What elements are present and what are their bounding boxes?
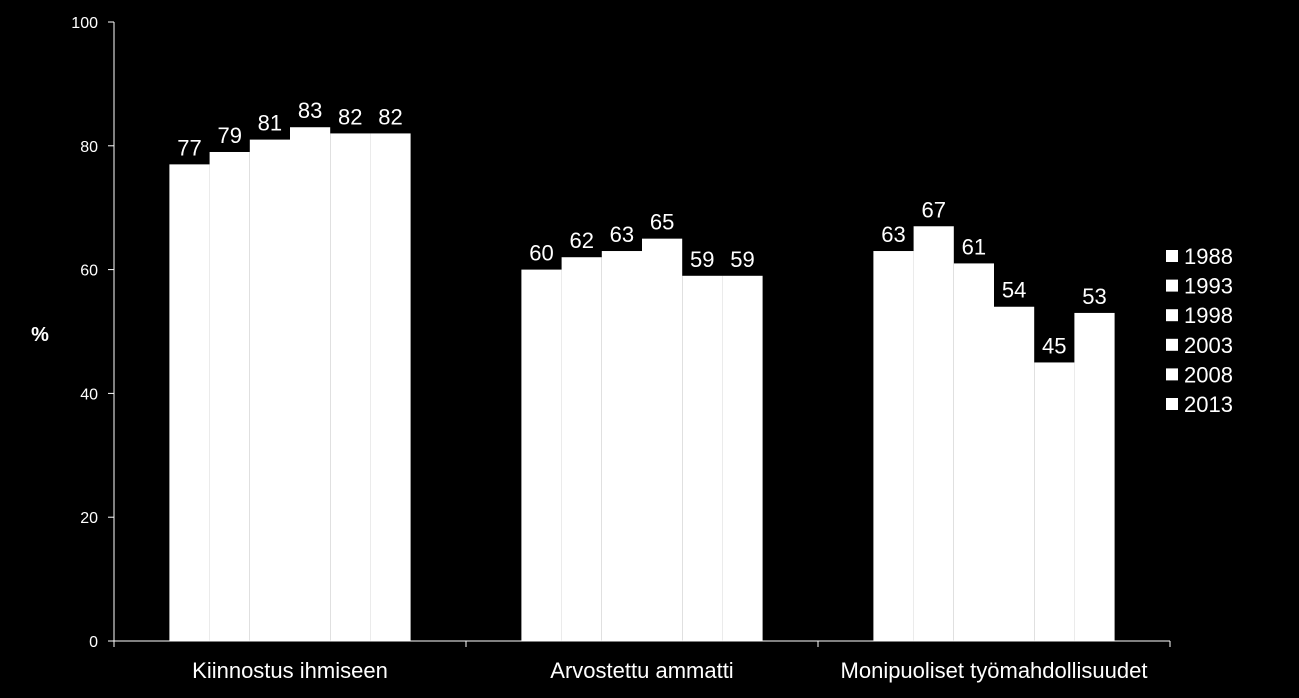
y-tick-label: 0 [89, 634, 98, 651]
data-label-1993-3: 67 [921, 197, 945, 222]
data-label-2003-2: 65 [650, 210, 674, 235]
bar-2013-3 [1074, 312, 1115, 641]
legend-swatch-2003 [1166, 338, 1178, 351]
bar-2003-2 [642, 238, 683, 641]
y-axis-label: % [31, 324, 49, 346]
bar-1998-2 [601, 251, 642, 641]
data-label-2013-1: 82 [378, 104, 402, 129]
x-tick-label-1: Kiinnostus ihmiseen [192, 658, 388, 683]
legend-label-2008: 2008 [1184, 362, 1233, 387]
bar-1988-2 [521, 269, 562, 641]
axes-layer [113, 22, 1170, 642]
bar-2008-2 [682, 275, 723, 641]
bar-1998-3 [953, 263, 994, 641]
data-label-1988-1: 77 [177, 135, 201, 160]
y-ticks-layer: 0 20 40 60 80 100 [71, 15, 114, 651]
data-label-2003-1: 83 [298, 98, 322, 123]
y-tick-label: 20 [80, 510, 98, 527]
data-label-1988-3: 63 [881, 222, 905, 247]
y-tick-label: 60 [80, 263, 98, 280]
data-label-2008-2: 59 [690, 247, 714, 272]
legend-label-1998: 1998 [1184, 303, 1233, 328]
legend-swatch-1993 [1166, 279, 1178, 292]
bar-2003-1 [290, 127, 331, 642]
data-label-1993-2: 62 [569, 228, 593, 253]
bar-2008-1 [330, 133, 371, 642]
bar-2003-3 [994, 306, 1035, 641]
legend-swatch-1988 [1166, 250, 1178, 262]
bar-2008-3 [1034, 362, 1075, 641]
legend-swatch-2013 [1166, 398, 1178, 410]
data-label-1998-3: 61 [962, 234, 986, 259]
data-labels-layer: 77 79 81 83 82 82 60 62 63 65 59 59 63 67 61 54 45 53 [177, 98, 1106, 358]
data-label-2003-3: 54 [1002, 278, 1026, 303]
y-tick-label: 100 [71, 15, 98, 32]
legend-label-1993: 1993 [1184, 274, 1233, 299]
bar-2013-1 [370, 133, 411, 642]
legend-label-1988: 1988 [1184, 244, 1233, 269]
x-tick-label-3: Monipuoliset työmahdollisuudet [841, 658, 1148, 683]
bar-1988-3 [873, 251, 914, 641]
y-tick-label: 80 [80, 139, 98, 156]
data-label-2013-3: 53 [1082, 284, 1106, 309]
legend-swatch-2008 [1166, 368, 1178, 381]
bar-1988-1 [169, 164, 210, 641]
data-label-1998-1: 81 [258, 111, 282, 136]
bar-1993-2 [561, 257, 602, 641]
legend: 1988 1993 1998 2003 2008 2013 [1166, 244, 1233, 417]
x-ticks-layer: Kiinnostus ihmiseen Arvostettu ammatti Mon… [113, 641, 1171, 683]
data-label-1988-2: 60 [529, 241, 553, 266]
data-label-1998-2: 63 [610, 222, 634, 247]
data-label-1993-1: 79 [217, 123, 241, 148]
legend-swatch-1998 [1166, 309, 1178, 322]
bar-1993-3 [913, 226, 954, 641]
x-tick-label-2: Arvostettu ammatti [550, 658, 733, 683]
bar-2013-2 [722, 275, 763, 641]
data-label-2013-2: 59 [730, 247, 754, 272]
bars-layer [169, 127, 1115, 642]
legend-label-2003: 2003 [1184, 333, 1233, 358]
bar-1993-1 [209, 151, 250, 642]
legend-label-2013: 2013 [1184, 392, 1233, 417]
data-label-2008-1: 82 [338, 104, 362, 129]
y-tick-label: 40 [80, 386, 98, 403]
data-label-2008-3: 45 [1042, 333, 1066, 358]
bar-1998-1 [249, 139, 290, 642]
